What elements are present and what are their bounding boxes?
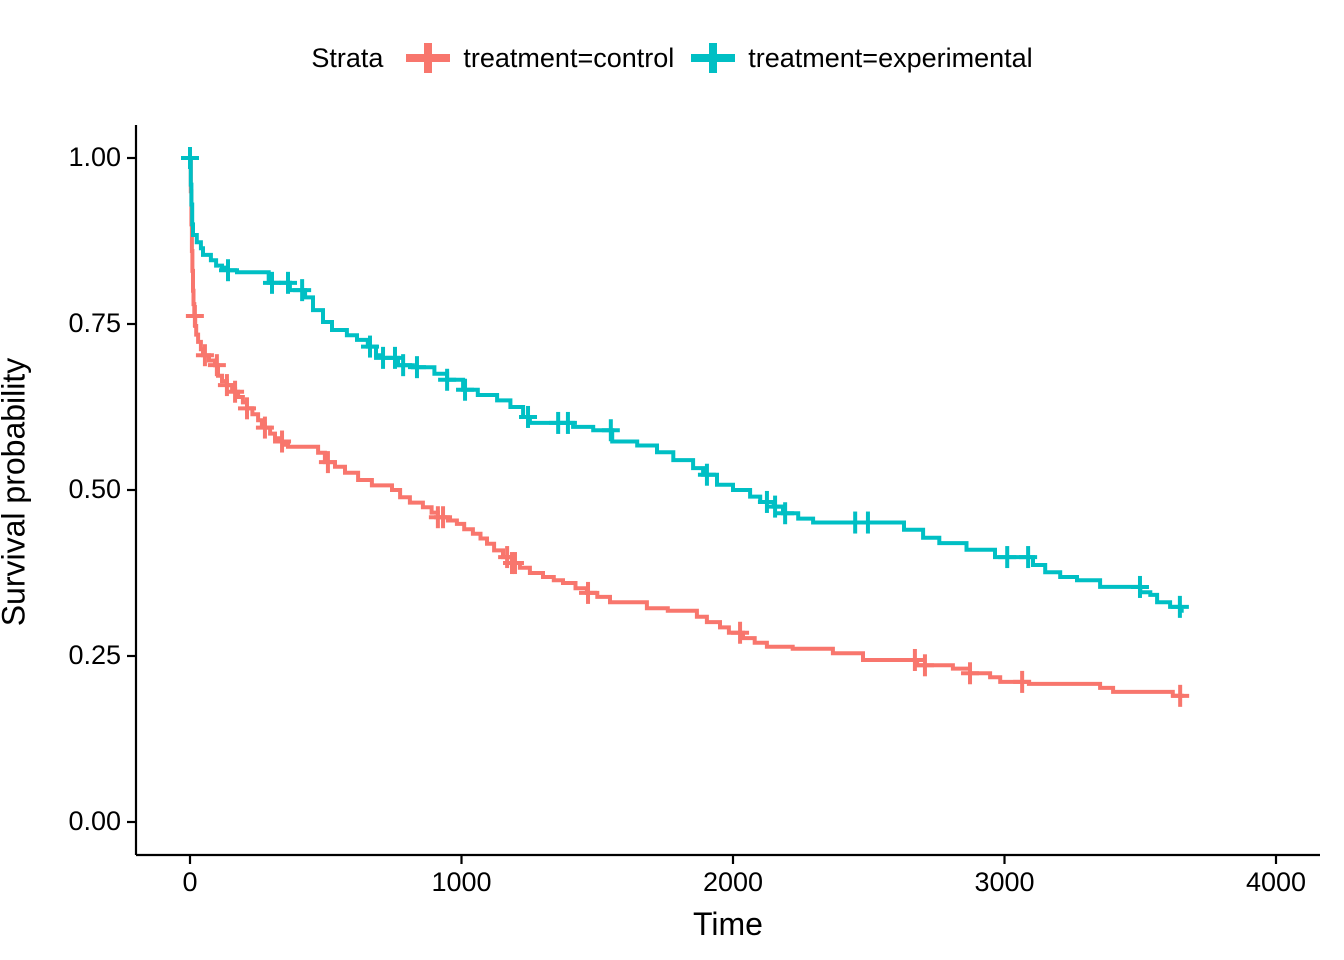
censor-mark	[1171, 684, 1190, 707]
censor-mark	[434, 506, 453, 529]
legend-title: Strata	[311, 42, 384, 73]
x-tick-label: 2000	[702, 867, 764, 897]
censor-mark	[407, 356, 426, 379]
y-tick-label: 1.00	[68, 142, 121, 172]
censor-mark	[1013, 670, 1032, 693]
y-tick-label: 0.00	[68, 806, 121, 836]
censor-mark	[579, 581, 598, 604]
censor-mark	[757, 490, 776, 513]
censor-mark	[1019, 546, 1038, 569]
censor-mark	[961, 662, 980, 685]
censor-mark	[293, 279, 312, 302]
censor-mark	[219, 259, 238, 282]
censor-mark	[361, 335, 380, 358]
censor-mark	[905, 648, 924, 671]
y-tick-label: 0.25	[68, 640, 121, 670]
censor-mark	[279, 271, 298, 294]
y-tick-label: 0.50	[68, 474, 121, 504]
legend-label-control: treatment=control	[463, 42, 675, 73]
censor-mark	[207, 354, 226, 377]
legend-item-experimental: treatment=experimental	[690, 38, 1033, 78]
censor-mark	[185, 305, 204, 328]
censor-mark	[318, 451, 337, 474]
censor-mark	[438, 368, 457, 391]
censor-mark	[601, 419, 620, 442]
legend-item-control: treatment=control	[405, 38, 674, 78]
censor-mark	[558, 411, 577, 434]
x-tick-label: 0	[182, 867, 198, 897]
censor-mark	[262, 271, 281, 294]
x-axis-title: Time	[693, 906, 763, 942]
censor-mark	[1130, 575, 1149, 598]
censor-mark	[226, 380, 245, 403]
censor-mark	[255, 416, 274, 439]
x-tick-label: 1000	[431, 867, 492, 897]
censor-mark	[456, 378, 475, 401]
survival-curve-control	[188, 156, 1184, 698]
censor-mark	[766, 495, 785, 518]
censor-mark	[273, 430, 292, 453]
censor-mark	[915, 654, 934, 677]
legend: Strata treatment=control treatment=exper…	[0, 36, 1344, 80]
survival-curve-experimental	[188, 156, 1184, 613]
censor-mark	[697, 463, 716, 486]
censor-mark	[731, 621, 750, 644]
censor-mark	[998, 546, 1017, 569]
y-tick-label: 0.75	[68, 308, 121, 338]
censor-mark	[858, 511, 877, 534]
censor-mark	[519, 405, 538, 428]
censor-mark	[505, 552, 524, 575]
control-cross-icon	[406, 43, 451, 73]
legend-label-experimental: treatment=experimental	[748, 42, 1033, 73]
censor-mark	[1170, 595, 1189, 618]
censor-mark	[776, 502, 795, 525]
x-tick-label: 4000	[1245, 867, 1307, 897]
censor-mark	[195, 344, 214, 367]
censor-mark	[238, 397, 257, 420]
censor-mark	[181, 147, 199, 169]
x-tick-label: 3000	[974, 867, 1035, 897]
experimental-cross-icon	[691, 43, 736, 73]
